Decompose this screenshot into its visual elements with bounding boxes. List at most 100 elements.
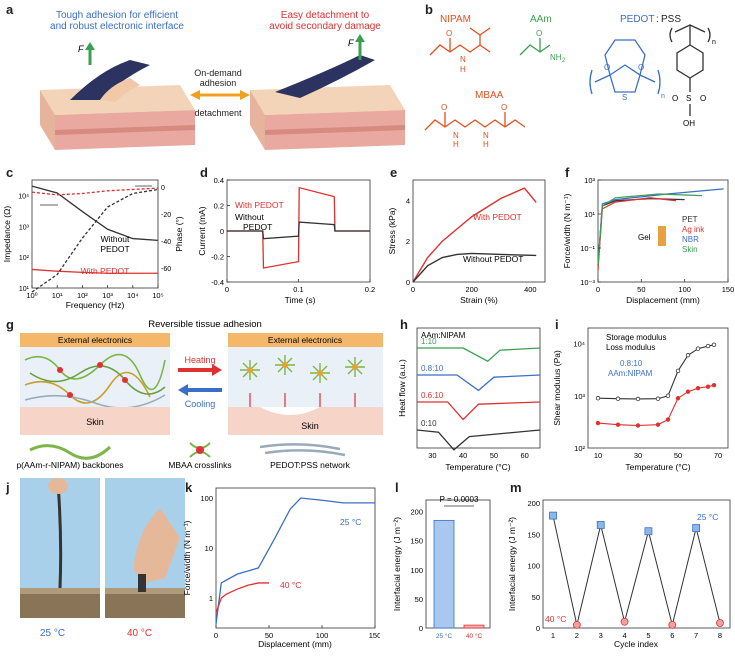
center-top-line1: On-demand: [194, 68, 242, 78]
f-xlabel: Displacement (mm): [626, 295, 700, 305]
i-xtick-3: 70: [714, 451, 722, 460]
i-xtick-1: 30: [634, 451, 642, 460]
m-plot-frame: [542, 499, 731, 629]
mbaa-N1: N: [453, 131, 459, 140]
mbaa-O2: O: [501, 103, 507, 112]
c-ylabel: Impedance (Ω): [2, 206, 12, 263]
pedot-O1: O: [604, 63, 610, 72]
h-ylabel: Heat flow (a.u.): [397, 359, 407, 417]
chart-l: 25 °C 40 °C 200 150 100 50 0 P = 0.0003 Interfac…: [392, 495, 491, 640]
chart-h: 1:10 0.8:10 0.6:10 0:10 AAm:NIPAM 30 40 50 60 Hea…: [397, 327, 541, 472]
m-point-1: [572, 620, 581, 629]
d-x-tick-0: 0: [225, 285, 229, 294]
c-xlabel: Frequency (Hz): [66, 300, 125, 310]
f-ylabel: Force/width (N m⁻¹): [562, 193, 572, 268]
aam-structure: [519, 38, 551, 56]
e-xtick-0: 0: [411, 285, 415, 294]
c-y2tick-0: 0: [161, 185, 165, 192]
pedot-S: S: [622, 93, 627, 102]
m-ytick-3: 50: [532, 593, 540, 602]
g-left-crosslinks: [57, 362, 128, 398]
left-caption-line2: and robust electronic interface: [50, 21, 184, 32]
c-plot-frame: [31, 179, 159, 289]
nipam-structure: [429, 27, 491, 56]
pss-label: PSS: [661, 14, 681, 25]
i-point-1-2: [635, 423, 641, 428]
l-pvalue: P = 0.0003: [440, 495, 479, 504]
legend-pedot-icon: [259, 443, 346, 457]
h-series-3: [416, 429, 541, 451]
g-skin-left-label: Skin: [86, 417, 104, 427]
pedot-O2: O: [638, 63, 644, 72]
c-ytick-0: 10⁴: [18, 193, 29, 200]
l-xtick-0: 25 °C: [436, 632, 453, 640]
right-force-label: F: [348, 38, 354, 48]
panel-g-illustration: Reversible tissue adhesion External elec…: [16, 319, 383, 470]
d-x-tick-2: 0.2: [365, 285, 375, 294]
m-xtick-5: 6: [670, 631, 674, 640]
legend-backbone-label: p(AAm-r-NIPAM) backbones: [16, 460, 123, 470]
k-series-1: [215, 582, 269, 614]
g-ext-right-label: External electronics: [268, 335, 342, 345]
d-y-tick-0: 0.4: [214, 176, 224, 185]
pedot-label: PEDOT: [620, 14, 654, 25]
i-ytick-2: 10²: [574, 444, 585, 453]
k-x-tick-0: 0: [214, 631, 218, 640]
i-point-0-7: [695, 346, 701, 351]
left-force-label: F: [78, 44, 84, 54]
l-plot-frame: [425, 499, 491, 629]
pss-n: n: [712, 39, 716, 46]
pss-S: S: [686, 94, 691, 103]
k-x-tick-3: 150: [369, 631, 380, 640]
m-ytick-1: 150: [527, 530, 540, 539]
right-caption-line2: avoid secondary damage: [269, 21, 381, 32]
g-title: Reversible tissue adhesion: [148, 319, 262, 330]
i-point-0-0: [595, 396, 601, 401]
panel-g-letter: g: [6, 317, 14, 332]
k-40-label: 40 °C: [280, 580, 301, 590]
i-storage-label: Storage modulus: [606, 333, 666, 342]
g-ext-right: [228, 333, 383, 347]
m-point-2: [596, 521, 605, 529]
i-point-1-9: [711, 382, 717, 388]
m-point-3: [620, 617, 629, 626]
legend-backbone-icon: [29, 444, 112, 460]
e-xlabel: Strain (%): [460, 295, 498, 305]
f-gel-label: Gel: [638, 233, 651, 242]
c-y2tick-2: -40: [161, 239, 171, 246]
g-skin-right: [228, 407, 383, 435]
i-point-1-1: [615, 422, 621, 427]
h-xtick-3: 60: [520, 451, 528, 460]
m-xtick-3: 4: [622, 631, 626, 640]
h-series-1: [417, 374, 541, 392]
d-without-line1: Without: [235, 212, 264, 222]
g-right-up-arrows: [249, 393, 356, 407]
l-ytick-0: 200: [410, 508, 423, 517]
i-point-1-4: [665, 417, 671, 422]
h-series-0: [417, 347, 541, 362]
d-y-tick-1: 0.2: [214, 202, 224, 211]
k-ytick-1: 10: [205, 544, 213, 553]
aam-O: O: [536, 29, 542, 38]
c-x-tick-3: 10³: [102, 291, 113, 300]
panel-f-letter: f: [565, 165, 570, 180]
m-line: [552, 515, 721, 626]
m-point-7: [716, 619, 724, 627]
i-ylabel: Shear modulus (Pa): [552, 350, 562, 426]
i-ytick-0: 10⁴: [573, 340, 585, 349]
g-ext-left-label: External electronics: [58, 335, 132, 345]
i-point-0-9: [711, 342, 717, 348]
m-xlabel: Cycle index: [614, 639, 659, 649]
l-ytick-3: 50: [415, 595, 423, 604]
h-xlabel: Temperature (°C): [445, 462, 510, 472]
pedot-structure: [589, 39, 661, 95]
i-xtick-0: 10: [594, 451, 602, 460]
f-series-3: [597, 193, 703, 266]
d-ylabel: Current (mA): [197, 206, 207, 255]
g-ext-left: [20, 333, 170, 347]
f-y-tick-2: 10⁻¹: [580, 244, 595, 253]
i-point-1-8: [705, 384, 711, 389]
f-y-tick-1: 10¹: [584, 210, 595, 219]
